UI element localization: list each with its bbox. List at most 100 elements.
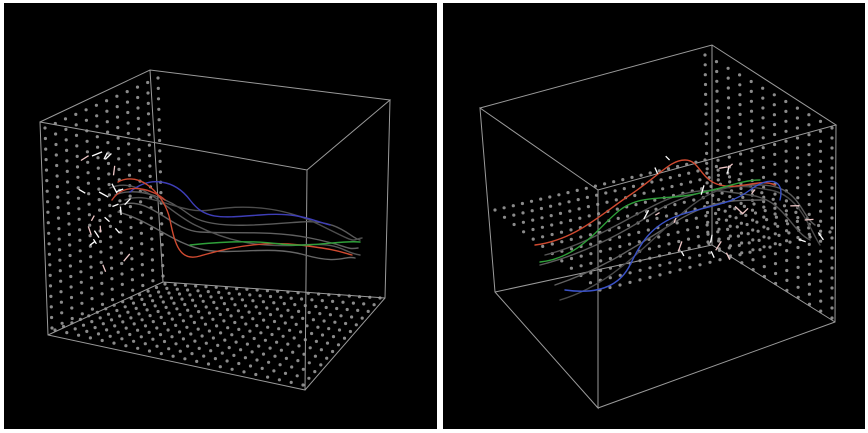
grid-dot <box>705 223 709 227</box>
streamline <box>119 202 359 250</box>
grid-dot <box>237 361 241 366</box>
grid-dot <box>153 304 157 308</box>
grid-dot <box>126 121 130 125</box>
grid-dot <box>149 195 153 199</box>
grid-dot <box>100 281 104 285</box>
grid-dot <box>220 351 224 355</box>
grid-dot <box>786 222 790 226</box>
grid-dot <box>58 269 62 273</box>
grid-dot <box>146 289 150 293</box>
grid-dot <box>80 312 84 316</box>
grid-dot <box>131 288 135 292</box>
grid-dot <box>200 334 204 338</box>
grid-dot <box>63 117 68 121</box>
grid-dot <box>667 242 671 246</box>
grid-dot <box>98 316 102 320</box>
grid-dot <box>223 338 227 342</box>
grid-dot <box>219 331 223 335</box>
grid-dot <box>197 310 201 314</box>
grid-dot <box>773 232 777 236</box>
grid-dot <box>618 244 622 249</box>
grid-dot <box>240 298 244 302</box>
grid-dot <box>818 169 823 173</box>
grid-dot <box>705 181 709 185</box>
grid-dot <box>294 322 298 326</box>
vector-glyph <box>643 209 650 220</box>
grid-dot <box>98 239 103 244</box>
grid-dot <box>57 237 61 241</box>
grid-dot <box>747 241 751 245</box>
grid-dot <box>787 231 791 235</box>
grid-dot <box>230 333 234 337</box>
grid-dot <box>614 198 618 202</box>
grid-dot <box>206 290 210 294</box>
grid-dot <box>714 211 718 216</box>
grid-dot <box>715 69 719 74</box>
vector-glyph <box>709 234 713 243</box>
grid-dot <box>47 242 51 246</box>
grid-dot <box>136 106 140 110</box>
grid-dot <box>207 311 211 315</box>
grid-dot <box>593 184 598 188</box>
grid-dot <box>138 293 142 297</box>
grid-dot <box>333 320 337 324</box>
grid-dot <box>147 330 151 334</box>
grid-dot <box>43 126 47 130</box>
grid-dot <box>76 196 81 200</box>
grid-dot <box>178 313 182 317</box>
grid-dot <box>88 244 92 248</box>
grid-dot <box>704 92 708 96</box>
vector-glyph <box>798 238 806 243</box>
grid-dot <box>639 173 643 177</box>
grid-dot <box>314 339 318 343</box>
grid-dot <box>657 244 661 248</box>
grid-dot <box>308 346 312 350</box>
grid-dot <box>795 106 800 110</box>
grid-dot <box>668 261 672 265</box>
grid-dot <box>139 335 143 339</box>
grid-dot <box>235 287 239 291</box>
grid-dot <box>716 129 720 133</box>
grid-dot <box>736 234 741 238</box>
grid-dot <box>244 304 248 308</box>
grid-dot <box>234 340 238 344</box>
grid-dot <box>502 206 506 210</box>
grid-dot <box>628 242 632 246</box>
grid-dot <box>750 139 754 143</box>
grid-dot <box>605 200 609 204</box>
grid-dot <box>575 188 579 192</box>
grid-dot <box>86 160 90 164</box>
grid-dot <box>127 142 131 146</box>
grid-dot <box>784 119 788 123</box>
grid-dot <box>257 344 261 348</box>
grid-dot <box>243 356 247 360</box>
grid-dot <box>328 313 332 317</box>
grid-dot <box>705 210 710 215</box>
grid-dot <box>314 304 318 309</box>
grid-dot <box>60 311 64 315</box>
grid-dot <box>141 283 145 288</box>
grid-dot <box>108 334 112 338</box>
grid-dot <box>628 280 632 284</box>
vector-glyph <box>87 226 92 236</box>
grid-dot <box>55 185 60 189</box>
grid-dot <box>284 356 288 360</box>
grid-dot <box>774 271 778 276</box>
grid-dot <box>749 89 753 93</box>
grid-dot <box>262 318 266 322</box>
grid-dot <box>695 225 700 229</box>
grid-dot <box>124 344 128 348</box>
grid-dot <box>531 237 535 241</box>
grid-dot <box>106 130 110 134</box>
grid-dot <box>819 259 823 263</box>
grid-dot <box>160 222 164 226</box>
grid-dot <box>807 252 811 256</box>
grid-dot <box>717 239 721 243</box>
grid-dot <box>589 242 593 246</box>
box-edge <box>494 244 713 293</box>
grid-dot <box>728 180 732 184</box>
grid-dot <box>828 230 832 234</box>
grid-dot <box>703 63 707 67</box>
grid-dot <box>785 268 789 273</box>
